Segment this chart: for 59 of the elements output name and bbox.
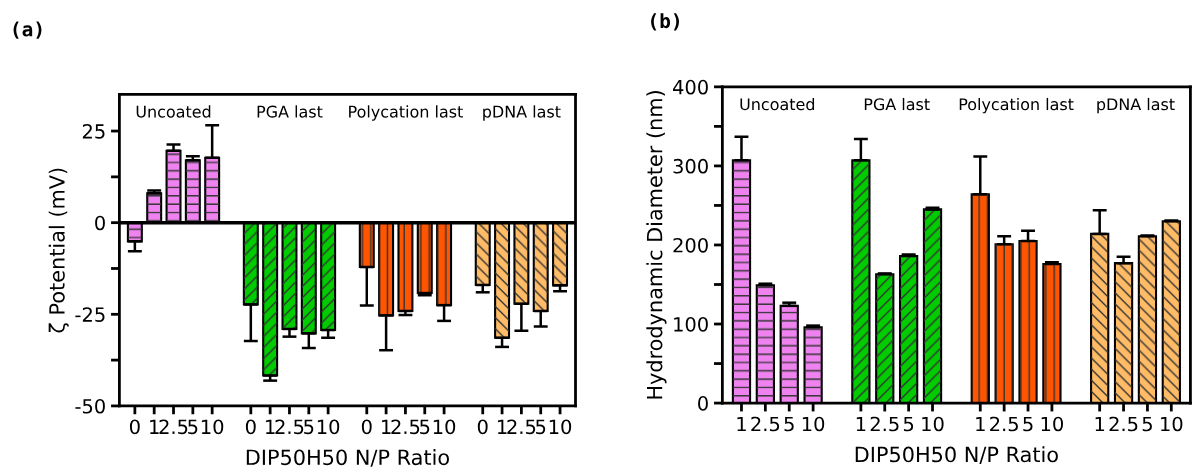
chart-title: (a) bbox=[13, 21, 42, 39]
y-tick-label: 100 bbox=[674, 316, 708, 332]
x-tick-label: 1 bbox=[498, 419, 507, 434]
annotation: pDNA last bbox=[1097, 97, 1175, 114]
annotation: Uncoated bbox=[136, 105, 211, 118]
annotation: pDNA last bbox=[483, 105, 561, 121]
x-tick-label: 2.5 bbox=[275, 419, 304, 435]
chart-title: (b) bbox=[651, 13, 679, 31]
x-tick-label: 0 bbox=[245, 419, 256, 435]
annotation: Polycation last bbox=[349, 105, 463, 121]
annotation: Polycation last bbox=[959, 97, 1074, 114]
x-axis-title: DIP50H50 N/P Ratio bbox=[246, 449, 449, 467]
x-tick-label: 1 bbox=[266, 419, 275, 434]
x-tick-label: 5 bbox=[536, 419, 546, 435]
y-axis-title: Hydrodynamic Diameter (nm) bbox=[646, 91, 667, 399]
x-tick-label: 10 bbox=[433, 419, 456, 435]
x-tick-label: 2.5 bbox=[751, 416, 780, 432]
x-tick-label: 1 bbox=[856, 416, 866, 432]
x-tick-label: 5 bbox=[903, 416, 914, 432]
y-tick-label: 400 bbox=[673, 79, 708, 95]
x-tick-label: 2.5 bbox=[159, 419, 188, 435]
annotation: PGA last bbox=[257, 105, 323, 118]
x-tick-label: 1 bbox=[737, 416, 746, 432]
x-tick-label: 1 bbox=[150, 419, 159, 434]
x-tick-label: 2.5 bbox=[990, 416, 1018, 432]
x-tick-label: 10 bbox=[201, 419, 224, 435]
x-tick-label: 10 bbox=[549, 419, 572, 435]
x-axis-title: DIP50H50 N/P Ratio bbox=[855, 446, 1058, 464]
x-tick-label: 1 bbox=[976, 416, 985, 432]
y-tick-label: 200 bbox=[673, 237, 708, 253]
x-tick-label: 1 bbox=[382, 419, 391, 434]
annotation: PGA last bbox=[864, 97, 930, 111]
x-tick-label: 10 bbox=[1041, 416, 1063, 432]
x-tick-label: 1 bbox=[1095, 416, 1105, 432]
y-tick-label: 25 bbox=[82, 124, 105, 139]
x-tick-label: 5 bbox=[1023, 416, 1033, 432]
x-tick-label: 10 bbox=[802, 416, 825, 432]
y-tick-label: -50 bbox=[75, 398, 105, 414]
x-tick-label: 5 bbox=[420, 419, 430, 435]
y-tick-label: 0 bbox=[698, 396, 708, 411]
x-tick-label: 5 bbox=[784, 416, 794, 432]
y-tick-label: 300 bbox=[673, 158, 708, 174]
x-tick-label: 5 bbox=[1142, 416, 1152, 432]
x-tick-label: 5 bbox=[188, 419, 198, 435]
x-tick-label: 2.5 bbox=[870, 416, 899, 432]
x-tick-label: 5 bbox=[304, 419, 314, 435]
x-tick-label: 0 bbox=[361, 419, 372, 435]
y-axis-title: ζ Potential (mV) bbox=[48, 168, 69, 333]
x-tick-label: 2.5 bbox=[507, 419, 536, 435]
x-tick-label: 0 bbox=[129, 419, 140, 435]
annotation: Uncoated bbox=[740, 97, 815, 111]
x-tick-label: 10 bbox=[922, 416, 944, 432]
y-tick-label: 0 bbox=[95, 215, 105, 231]
y-tick-label: -25 bbox=[75, 307, 105, 322]
x-tick-label: 2.5 bbox=[391, 419, 420, 435]
x-tick-label: 10 bbox=[1161, 416, 1183, 432]
x-tick-label: 10 bbox=[317, 419, 340, 435]
x-tick-label: 0 bbox=[477, 419, 488, 435]
x-tick-label: 2.5 bbox=[1109, 416, 1138, 432]
